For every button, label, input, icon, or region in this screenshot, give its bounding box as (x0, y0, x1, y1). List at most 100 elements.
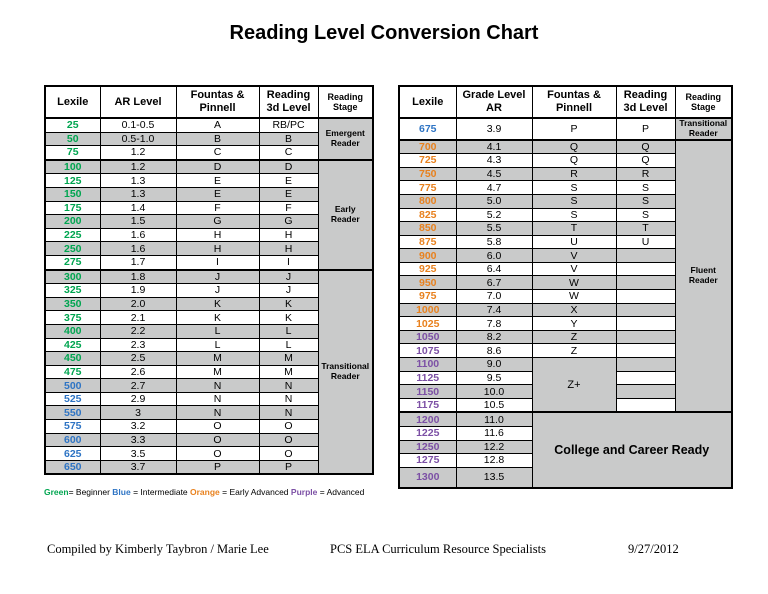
reading-3d-cell: J (258, 283, 319, 298)
ar-level-cell: 5.2 (455, 207, 533, 223)
lexile-cell: 1250 (398, 439, 457, 455)
reading-3d-cell: B (258, 131, 319, 147)
reading-3d-cell: K (258, 310, 319, 325)
fountas-pinnell-cell: K (175, 310, 260, 325)
ar-level-cell: 10.5 (455, 397, 533, 413)
fountas-pinnell-cell: E (175, 173, 260, 188)
legend-purple-label: Purple (290, 487, 318, 497)
lexile-cell: 600 (44, 432, 101, 448)
fountas-pinnell-cell: H (175, 241, 260, 256)
fountas-pinnell-cell: S (531, 207, 617, 223)
ar-level-cell: 7.8 (455, 316, 533, 331)
fountas-pinnell-cell: R (531, 166, 617, 182)
ar-level-cell: 0.5-1.0 (99, 131, 177, 147)
legend-text: = Early Advanced (219, 487, 291, 497)
reading-3d-cell: K (258, 296, 319, 312)
lexile-cell: 1075 (398, 343, 457, 359)
ar-level-cell: 2.7 (99, 378, 177, 393)
header-row: Lexile AR Level Fountas & Pinnell Reading 3… (44, 85, 374, 119)
fountas-pinnell-cell: O (175, 432, 260, 448)
lexile-cell: 675 (398, 117, 457, 141)
fountas-pinnell-cell: Z (531, 329, 617, 345)
ar-level-cell: 5.0 (455, 193, 533, 209)
ar-level-cell: 9.0 (455, 357, 533, 372)
lexile-cell: 250 (44, 241, 101, 256)
column-header: Lexile (44, 85, 101, 119)
table-row: 100 1.2 D D Early Reader (44, 158, 374, 271)
reading-3d-cell: RB/PC (258, 117, 319, 133)
lexile-cell: 175 (44, 200, 101, 216)
ar-level-cell: 2.3 (99, 337, 177, 353)
ar-level-cell: 6.7 (455, 275, 533, 291)
reading-3d-cell: O (258, 446, 319, 461)
ar-level-cell: 1.2 (99, 158, 177, 175)
table-row: 1100 9.0 Z+ (398, 357, 732, 413)
legend-text: = Beginner (68, 487, 113, 497)
reading-3d-cell (615, 289, 676, 304)
reading-3d-cell (615, 261, 676, 277)
lexile-cell: 825 (398, 207, 457, 223)
lexile-cell: 1225 (398, 426, 457, 441)
lexile-cell: 1175 (398, 397, 457, 413)
reading-3d-cell: N (258, 391, 319, 407)
reading-3d-cell (615, 316, 676, 331)
ar-level-cell: 5.5 (455, 221, 533, 236)
fountas-pinnell-cell: M (175, 364, 260, 380)
reading-3d-cell: L (258, 337, 319, 353)
fountas-pinnell-cell: M (175, 351, 260, 366)
fountas-pinnell-cell: G (175, 214, 260, 229)
ar-level-cell: 12.2 (455, 439, 533, 455)
legend-text: = Intermediate (130, 487, 191, 497)
fountas-pinnell-cell: D (175, 158, 260, 175)
fountas-pinnell-cell: X (531, 302, 617, 318)
fountas-pinnell-cell: J (175, 283, 260, 298)
ar-level-cell: 8.6 (455, 343, 533, 359)
table-row: 1175 10.5 (398, 397, 732, 413)
lexile-cell: 475 (44, 364, 101, 380)
reading-3d-cell: G (258, 214, 319, 229)
reading-3d-cell: P (258, 459, 319, 475)
fountas-pinnell-merged-cell: Z+ (531, 357, 617, 413)
column-header: Fountas & Pinnell (531, 85, 617, 119)
fountas-pinnell-cell: P (531, 117, 617, 141)
table-row: 750 4.5 R R (398, 166, 732, 182)
fountas-pinnell-cell: O (175, 446, 260, 461)
ar-level-cell: 4.7 (455, 180, 533, 195)
lexile-cell: 875 (398, 234, 457, 250)
reading-3d-cell: I (258, 254, 319, 271)
table-row: 775 4.7 S S (398, 180, 732, 195)
table-row: 1250 12.2 (398, 439, 732, 455)
ar-level-cell: 6.0 (455, 248, 533, 263)
ar-level-cell: 2.2 (99, 323, 177, 339)
reading-3d-cell: L (258, 323, 319, 339)
column-header: Reading Stage (317, 85, 374, 119)
fountas-pinnell-cell: E (175, 186, 260, 202)
ar-level-cell: 2.0 (99, 296, 177, 312)
fountas-pinnell-cell: W (531, 275, 617, 291)
ar-level-cell: 5.8 (455, 234, 533, 250)
table-row: 975 7.0 W (398, 289, 732, 304)
table-body: 675 3.9 P P Transitional Reader 700 4.1 Q Q Fluen… (398, 117, 733, 489)
reading-3d-cell (615, 397, 676, 413)
reading-stage-cell: Transitional Reader (674, 117, 733, 141)
fountas-pinnell-cell: N (175, 391, 260, 407)
reading-3d-cell: H (258, 241, 319, 256)
ar-level-cell: 1.3 (99, 173, 177, 188)
reading-3d-cell: N (258, 405, 319, 421)
reading-3d-cell: D (258, 158, 319, 175)
lexile-cell: 350 (44, 296, 101, 312)
ar-level-cell: 2.9 (99, 391, 177, 407)
legend-text: = Advanced (317, 487, 365, 497)
lexile-cell: 950 (398, 275, 457, 291)
ar-level-cell: 1.5 (99, 214, 177, 229)
column-header: Fountas & Pinnell (175, 85, 260, 119)
ar-level-cell: 3.9 (455, 117, 533, 141)
table-row: 675 3.9 P P Transitional Reader (398, 117, 733, 141)
lexile-cell: 900 (398, 248, 457, 263)
ar-level-cell: 12.8 (455, 453, 533, 468)
lexile-cell: 300 (44, 268, 101, 285)
reading-stage-cell: Early Reader (317, 158, 374, 271)
lexile-cell: 850 (398, 221, 457, 236)
ar-level-cell: 3.5 (99, 446, 177, 461)
reading-3d-cell: E (258, 173, 319, 188)
